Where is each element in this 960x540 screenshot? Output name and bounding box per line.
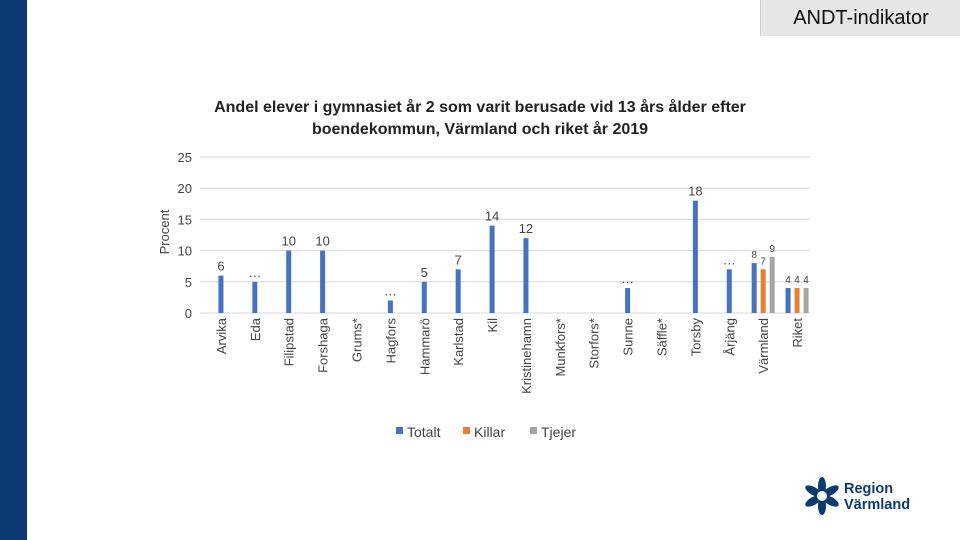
chart-title: Andel elever i gymnasiet år 2 som varit … [214,99,746,138]
x-tick-label: Säffle* [655,318,670,356]
bar-totalt [523,238,529,313]
bar-totalt [692,200,698,313]
x-tick-label: Kil [485,318,500,333]
y-tick-label: 20 [178,181,192,196]
x-tick-label: Värmland [756,318,771,374]
data-label: … [248,265,261,280]
data-label: 10 [315,234,329,249]
bar-totalt [286,250,292,313]
data-label: 4 [803,275,809,286]
x-tick-label: Filipstad [282,318,297,366]
y-axis-label: Procent [157,209,172,254]
logo-line-2: Värmland [844,497,911,513]
data-label: … [621,271,634,286]
bar-totalt [455,269,461,313]
data-label: 7 [455,252,462,267]
bar-totalt [218,275,224,313]
x-tick-label: Munkfors* [553,318,568,377]
legend-swatch [463,427,470,434]
logo-text: Region Värmland [844,481,954,513]
region-logo-icon [805,477,839,515]
data-label: 7 [760,256,766,267]
data-label: … [723,252,736,267]
data-label: 6 [217,259,224,274]
x-tick-label: Eda [248,317,263,341]
bar-totalt [785,288,791,313]
bar-tjejer [803,288,809,313]
bar-totalt [751,263,757,313]
x-tick-label: Torsby [688,318,703,357]
data-label: 14 [485,209,499,224]
legend-entry: Totalt [407,424,441,440]
x-tick-label: Storfors* [587,318,602,369]
bar-totalt [625,288,631,313]
x-tick-label: Kristinehamn [519,318,534,394]
x-tick-label: Arvika [214,317,229,354]
x-tick-label: Hammarö [417,318,432,375]
y-tick-label: 15 [178,212,192,227]
bar-totalt [726,269,732,313]
legend-entry: Tjejer [541,424,576,440]
bar-killar [760,269,766,313]
y-tick-label: 5 [185,275,192,290]
x-tick-label: Riket [790,318,805,348]
legend-swatch [396,427,403,434]
data-label: 10 [281,234,295,249]
x-tick-label: Sunne [621,318,636,356]
bar-totalt [489,225,495,313]
legend-entry: Killar [474,424,505,440]
bar-killar [794,288,800,313]
data-label: 5 [421,265,428,280]
data-label: 4 [794,275,800,286]
y-tick-label: 0 [185,306,192,321]
bar-tjejer [769,256,775,313]
data-label: 18 [688,184,702,199]
x-tick-label: Hagfors [383,318,398,364]
data-label: 12 [519,221,533,236]
data-label: 4 [785,275,791,286]
data-label: 8 [751,250,757,261]
y-tick-label: 10 [178,244,192,259]
data-label: 9 [769,244,775,255]
side-accent-bar [0,0,27,540]
x-tick-label: Karlstad [451,318,466,366]
x-tick-label: Grums* [350,318,365,362]
indicator-tag: ANDT-indikator [760,0,960,36]
x-tick-label: Årjäng [722,318,737,356]
bar-totalt [252,281,258,313]
y-tick-label: 25 [178,150,192,165]
bar-totalt [387,300,393,313]
x-tick-label: Forshaga [316,317,331,373]
bar-totalt [320,250,326,313]
legend-swatch [530,427,537,434]
logo-line-1: Region [844,481,894,497]
data-label: … [384,284,397,299]
bar-totalt [421,281,427,313]
